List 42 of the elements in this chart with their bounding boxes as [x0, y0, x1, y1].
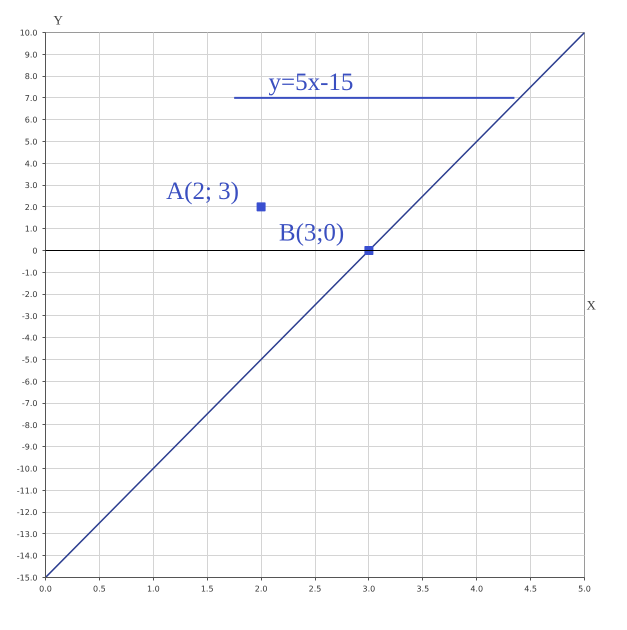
y-tick-label: 9.0 [24, 50, 38, 60]
y-tick-label: -10.0 [16, 464, 38, 474]
y-tick-label: 2.0 [24, 202, 38, 212]
y-tick-label: -2.0 [22, 290, 38, 300]
y-tick-label: -8.0 [22, 420, 38, 430]
y-tick-label: -3.0 [22, 312, 38, 321]
x-tick-label: 0.0 [39, 584, 52, 594]
x-tick-label: 2.0 [254, 584, 268, 594]
y-tick-label: 1.0 [24, 224, 38, 234]
x-tick-label: 3.5 [416, 584, 430, 594]
y-tick-label: 3.0 [24, 181, 38, 190]
x-tick-label: 3.0 [362, 584, 376, 594]
y-tick-label: -13.0 [16, 530, 38, 539]
y-tick-label: 6.0 [24, 116, 38, 125]
y-tick-label: 10.0 [20, 28, 38, 38]
y-tick-label: 0 [32, 246, 38, 256]
y-tick-label: 5.0 [24, 138, 38, 146]
y-tick-label: -4.0 [22, 334, 38, 343]
annotation: B(3;0) [278, 220, 344, 246]
y-tick-label: 4.0 [24, 159, 38, 168]
annotation: y=5x-15 [268, 68, 354, 96]
y-tick-label: -9.0 [22, 442, 38, 452]
y-tick-label: -7.0 [22, 399, 38, 408]
y-tick-label: -5.0 [22, 356, 38, 364]
x-tick-label: 0.5 [93, 584, 106, 594]
y-tick-label: -15.0 [16, 574, 38, 582]
y-tick-label: -12.0 [16, 508, 38, 518]
y-tick-label: -1.0 [22, 268, 38, 278]
y-axis-title: Y [54, 12, 64, 28]
y-tick-label: 7.0 [24, 94, 38, 103]
x-tick-label: 5.0 [578, 584, 591, 594]
x-tick-label: 1.5 [200, 584, 214, 594]
x-tick-label: 4.0 [470, 584, 484, 594]
y-tick-label: -6.0 [22, 377, 38, 386]
annotation: A(2; 3) [166, 178, 240, 205]
x-tick-label: 2.5 [308, 584, 322, 594]
y-tick-label: -14.0 [16, 552, 38, 561]
x-tick-label: 4.5 [524, 584, 537, 594]
y-tick-label: -11.0 [16, 486, 38, 496]
x-tick-label: 1.0 [146, 584, 160, 594]
y-tick-label: 8.0 [24, 72, 38, 82]
x-axis-title: X [586, 298, 596, 312]
